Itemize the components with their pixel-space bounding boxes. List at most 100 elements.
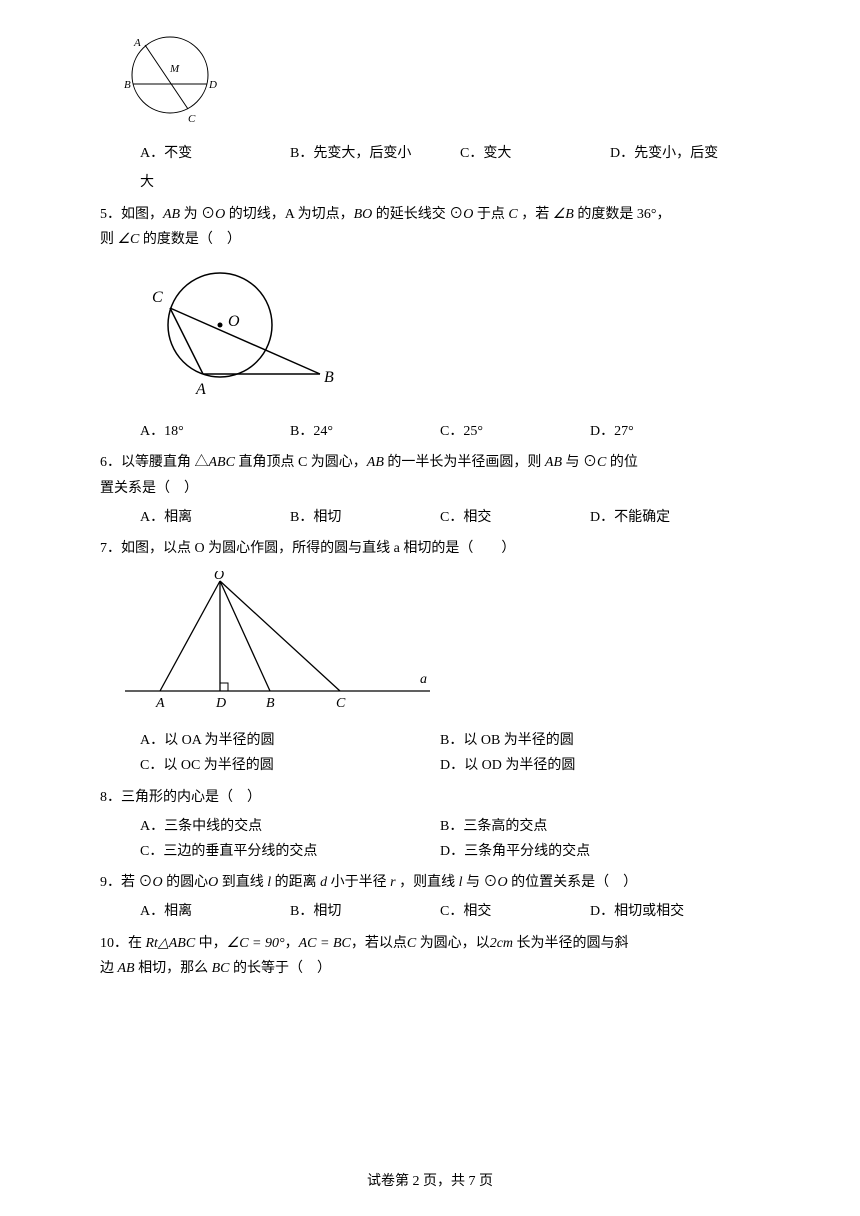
q9-O1: O [153, 875, 163, 890]
q10-BC: BC [212, 961, 230, 976]
q10-t1: 10．在 [100, 936, 146, 951]
q10-Rt: Rt△ [146, 936, 169, 951]
q5-label-B: B [324, 369, 334, 386]
q9-t8: 的位置关系是（ ） [508, 875, 638, 890]
q10-AB: AB [118, 961, 135, 976]
q5-opt-D: D．27° [590, 419, 740, 444]
q5-opt-B: B．24° [290, 419, 440, 444]
q10-ABC: ABC [169, 936, 195, 951]
q6-AB1: AB [367, 455, 384, 470]
q9-stem: 9．若 ⊙O 的圆心O 到直线 l 的距离 d 小于半径 r ，则直线 l 与 … [100, 870, 760, 895]
q7-figure: O A D B C a [120, 571, 760, 720]
q6-AB2: AB [545, 455, 562, 470]
q7-opt-D: D．以 OD 为半径的圆 [440, 753, 740, 778]
q9-t7: 与 ⊙ [462, 875, 497, 890]
q9-t2: 的圆心 [163, 875, 209, 890]
q8-opt-C: C．三边的垂直平分线的交点 [140, 839, 440, 864]
q5-options: A．18° B．24° C．25° D．27° [140, 419, 760, 444]
q5-svg: O A B C [120, 270, 350, 400]
q7-label-a: a [420, 672, 427, 687]
q7-stem: 7．如图，以点 O 为圆心作圆，所得的圆与直线 a 相切的是（ ） [100, 536, 760, 561]
q5-deg: 36° [637, 207, 657, 222]
q10-t6: 长为半径的圆与斜 [513, 936, 629, 951]
q4-label-C: C [188, 113, 196, 125]
q5-angB: ∠B [553, 207, 574, 222]
q5-t7: 的度数是 [574, 207, 637, 222]
q4-label-D: D [208, 79, 217, 91]
q5-t3: 的切线，A 为切点， [225, 207, 353, 222]
q4-label-B: B [124, 79, 131, 91]
q9-opt-D: D．相切或相交 [590, 899, 740, 924]
q4-opt-A: A．不变 [140, 141, 290, 166]
q4-opt-D: D．先变小，后变 [610, 141, 760, 166]
q5-t4: 的延长线交 ⊙ [372, 207, 463, 222]
q6-t1: 6．以等腰直角 △ [100, 455, 209, 470]
q10-l2t1: 边 [100, 961, 118, 976]
q4-label-M: M [169, 63, 180, 75]
q5-BO: BO [354, 207, 373, 222]
q9-t3: 到直线 [218, 875, 267, 890]
q6-t2: 直角顶点 C 为圆心， [235, 455, 367, 470]
q5-t6: ，若 [518, 207, 553, 222]
q10-t3: ， [285, 936, 299, 951]
q10-stem: 10．在 Rt△ABC 中，∠C = 90°，AC = BC，若以点C 为圆心，… [100, 931, 760, 956]
q10-t5: 为圆心，以 [416, 936, 490, 951]
q5-l2t2: 的度数是（ ） [139, 232, 241, 247]
q7-opt-A: A．以 OA 为半径的圆 [140, 728, 440, 753]
q5-t5: 于点 [473, 207, 508, 222]
q5-label-C: C [152, 289, 163, 306]
q6-options: A．相离 B．相切 C．相交 D．不能确定 [140, 505, 760, 530]
q9-options: A．相离 B．相切 C．相交 D．相切或相交 [140, 899, 760, 924]
q8-stem: 8．三角形的内心是（ ） [100, 785, 760, 810]
q6-t3: 的一半长为半径画圆，则 [384, 455, 545, 470]
q9-t6: ，则直线 [396, 875, 459, 890]
q7-opt-B: B．以 OB 为半径的圆 [440, 728, 740, 753]
q6-t5: 的位 [606, 455, 638, 470]
q8-options: A．三条中线的交点 B．三条高的交点 C．三边的垂直平分线的交点 D．三条角平分… [140, 814, 760, 864]
q9-opt-A: A．相离 [140, 899, 290, 924]
q6-opt-A: A．相离 [140, 505, 290, 530]
q4-opt-B: B．先变大，后变小 [290, 141, 460, 166]
q7-label-D: D [215, 696, 226, 711]
q10-t4: ，若以点 [351, 936, 407, 951]
q9-t1: 9．若 ⊙ [100, 875, 153, 890]
q5-t1: 5．如图， [100, 207, 163, 222]
q10-l2t3: 的长等于（ ） [230, 961, 332, 976]
q9-opt-C: C．相交 [440, 899, 590, 924]
q5-stem-line2: 则 ∠C 的度数是（ ） [100, 227, 760, 252]
page-footer: 试卷第 2 页，共 7 页 [0, 1170, 860, 1190]
q4-label-A: A [133, 37, 141, 49]
q10-l2t2: 相切，那么 [135, 961, 212, 976]
q8-opt-B: B．三条高的交点 [440, 814, 740, 839]
q6-opt-B: B．相切 [290, 505, 440, 530]
q4-opt-C: C．变大 [460, 141, 610, 166]
q10-2cm: 2cm [490, 936, 513, 951]
q5-figure: O A B C [120, 270, 760, 409]
q6-opt-C: C．相交 [440, 505, 590, 530]
q4-options: A．不变 B．先变大，后变小 C．变大 D．先变小，后变 [140, 141, 760, 166]
q5-angC: ∠C [118, 232, 140, 247]
q4-figure: A B D M C [120, 30, 760, 135]
q5-t2: 为 ⊙ [180, 207, 215, 222]
q5-O1: O [215, 207, 225, 222]
q10-ACBC: AC = BC [299, 936, 351, 951]
q7-svg: O A D B C a [120, 571, 440, 711]
q7-label-O: O [214, 571, 224, 583]
q6-ABC: ABC [209, 455, 235, 470]
q7-label-A: A [155, 696, 165, 711]
q5-label-O: O [228, 313, 240, 330]
q6-stem: 6．以等腰直角 △ABC 直角顶点 C 为圆心，AB 的一半长为半径画圆，则 A… [100, 450, 760, 475]
q9-O3: O [497, 875, 507, 890]
q5-l2t1: 则 [100, 232, 118, 247]
q7-options: A．以 OA 为半径的圆 B．以 OB 为半径的圆 C．以 OC 为半径的圆 D… [140, 728, 760, 778]
q10-t2: 中， [195, 936, 227, 951]
q9-opt-B: B．相切 [290, 899, 440, 924]
q9-O2: O [208, 875, 218, 890]
q10-angC: ∠C = 90° [227, 936, 285, 951]
q7-label-C: C [336, 696, 346, 711]
q5-label-A: A [195, 381, 206, 398]
q5-stem: 5．如图，AB 为 ⊙O 的切线，A 为切点，BO 的延长线交 ⊙O 于点 C … [100, 202, 760, 227]
q7-opt-C: C．以 OC 为半径的圆 [140, 753, 440, 778]
q5-t8: ， [656, 207, 670, 222]
q8-opt-D: D．三条角平分线的交点 [440, 839, 740, 864]
